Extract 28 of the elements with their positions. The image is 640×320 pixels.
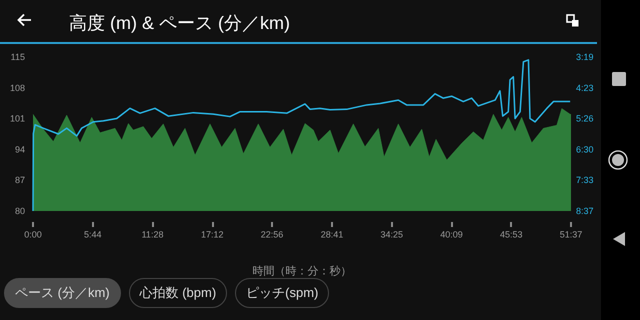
y2-tick-label: 8:37: [576, 206, 594, 216]
x-tick-label: 11:28: [142, 230, 164, 240]
x-tick-label: 5:44: [84, 230, 102, 240]
y-tick-label: 80: [14, 206, 25, 216]
text: ペース (分／km): [4, 278, 121, 308]
text: ピッチ(spm): [235, 278, 330, 308]
x-tick-label: 51:37: [560, 230, 582, 240]
y2-tick-label: 3:19: [576, 52, 594, 62]
text: 心拍数 (bpm): [128, 278, 228, 308]
x-tick-label: 34:25: [380, 230, 403, 240]
x-tick-label: 40:09: [440, 230, 463, 240]
x-tick-label: 22:56: [260, 230, 284, 240]
y-tick-label: 108: [10, 82, 25, 93]
y-tick-label: 87: [14, 175, 25, 186]
x-tick-label: 0:00: [24, 230, 42, 240]
chart-title: 高度 (m) & ペース (分／km): [69, 13, 290, 33]
y2-tick-label: 7:33: [576, 175, 594, 186]
line-series: [32, 59, 571, 212]
y-tick-label: 94: [14, 144, 25, 154]
y2-tick-label: 4:23: [576, 82, 594, 93]
x-tick-label: 28:41: [320, 230, 344, 240]
y-tick-label: 115: [10, 52, 25, 62]
x-tick-label: 45:53: [500, 230, 523, 240]
y2-tick-label: 6:30: [576, 144, 594, 154]
x-axis-title: 時間（時：分：秒）: [252, 264, 352, 278]
x-tick-label: 17:12: [201, 230, 224, 240]
y-tick-label: 101: [10, 114, 25, 124]
y2-tick-label: 5:26: [576, 114, 594, 124]
